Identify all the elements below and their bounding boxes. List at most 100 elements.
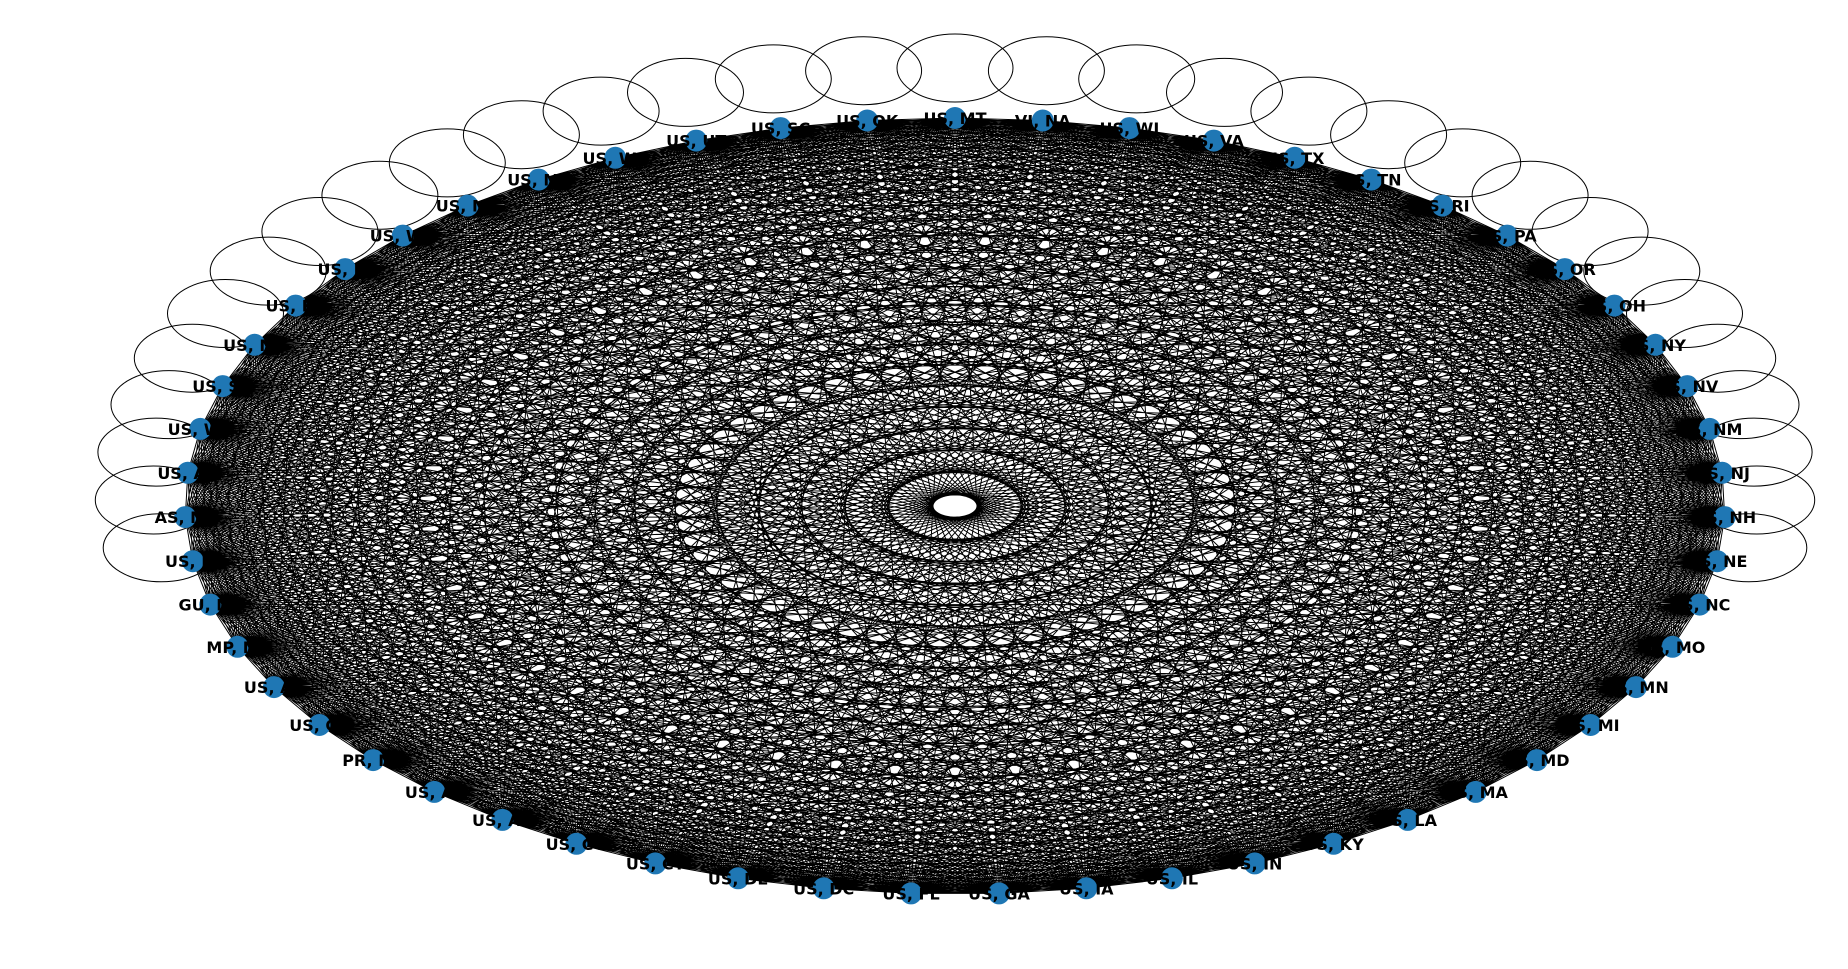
node-label: US, KY [1304, 835, 1365, 854]
node-label: MP, NA [206, 638, 269, 657]
graph-node [1283, 146, 1306, 169]
self-loop [1626, 279, 1743, 348]
graph-node [1553, 258, 1576, 281]
node-label: US, IA [1059, 879, 1114, 898]
graph-node [176, 461, 199, 484]
node-label: US, DC [793, 879, 854, 898]
self-loop [987, 36, 1105, 106]
node-label: US, DE [708, 869, 768, 888]
self-loop [1695, 417, 1813, 487]
graph-node [1160, 867, 1183, 890]
node-label: US, OK [836, 112, 899, 131]
graph-node [226, 635, 249, 658]
node-label: US, NC [1669, 596, 1730, 615]
node-label: US, KS [266, 297, 326, 316]
self-loop [896, 33, 1014, 103]
self-loop [1078, 44, 1196, 114]
graph-node [1644, 333, 1667, 356]
graph-node [1661, 635, 1684, 658]
graph-node [944, 107, 966, 129]
graph-node [1676, 375, 1699, 398]
node-label: US, IN [1227, 854, 1283, 873]
graph-node [1698, 417, 1721, 440]
node-label: US, NH [1693, 508, 1756, 527]
graph-node [644, 852, 667, 875]
graph-node [1625, 676, 1647, 699]
graph-node [1431, 194, 1454, 217]
self-loop [261, 197, 379, 266]
graph-node [604, 146, 627, 169]
graph-node [423, 780, 446, 803]
graph-node [685, 129, 708, 152]
node-label: US, SC [751, 119, 810, 138]
node-label: US, IL [1146, 869, 1198, 888]
self-loop [1404, 128, 1522, 198]
self-loop [388, 128, 506, 198]
node-label: US, MA [1443, 783, 1508, 802]
graph-node [1322, 832, 1345, 855]
node-label: US, CT [626, 854, 685, 873]
node-label: US, AR [472, 811, 533, 830]
node-label: US, WV [370, 227, 437, 246]
node-label: US, NM [1677, 420, 1742, 439]
self-loop [209, 236, 327, 306]
node-label: US, ID [317, 260, 372, 279]
node-label: US, MT [924, 109, 987, 128]
graph-node [211, 375, 234, 398]
self-loop [1583, 236, 1701, 306]
graph-node [491, 808, 514, 831]
node-label: US, AL [405, 783, 464, 802]
node-label: US, GA [968, 884, 1030, 903]
self-loop [97, 417, 215, 487]
node-label: US, NJ [1694, 464, 1750, 483]
graph-node [1031, 109, 1054, 132]
node-label: US, VA [1184, 132, 1244, 151]
graph-node [174, 506, 197, 529]
node-label: US, TX [1265, 149, 1325, 168]
graph-node [284, 294, 307, 317]
graph-node [334, 258, 357, 281]
label-layer: US, MT US, OK US, SC US, UT US, WA US, ME US, … [155, 109, 1757, 903]
graph-node [189, 417, 212, 440]
self-loop [1682, 370, 1800, 440]
node-label: US, ND [223, 336, 286, 355]
graph-node [900, 882, 922, 905]
node-label: GU, NA [179, 596, 243, 615]
graph-node [527, 168, 550, 191]
node-label: US, NV [1656, 377, 1719, 396]
node-label: US, HI [165, 552, 221, 571]
node-label: VI, NA [1015, 112, 1071, 131]
node-label: US, WY [168, 420, 234, 439]
self-loop [805, 36, 923, 106]
graph-node [308, 714, 331, 736]
graph-node [1706, 550, 1729, 573]
node-label: US, UT [666, 132, 726, 151]
graph-node [1118, 117, 1141, 140]
node-layer [174, 107, 1736, 905]
graph-node [1713, 506, 1736, 529]
node-label: US, AK [157, 464, 219, 483]
self-loop [1690, 513, 1808, 583]
self-loop [1531, 197, 1649, 266]
graph-node [1603, 294, 1626, 317]
graph-node [769, 117, 792, 140]
node-label: US, FL [882, 884, 939, 903]
self-loop [627, 57, 744, 127]
self-loop [1166, 57, 1283, 127]
node-label: US, MS [436, 197, 500, 216]
self-loop-layer [94, 33, 1816, 583]
self-loop [542, 76, 660, 146]
node-label: US, MN [1603, 678, 1668, 697]
node-label: US, ME [507, 171, 570, 190]
graph-node [362, 749, 385, 772]
graph-node [263, 676, 285, 699]
self-loop [462, 100, 580, 170]
node-label: US, AZ [244, 678, 304, 697]
graph-node [1396, 808, 1419, 831]
graph-node [1496, 224, 1519, 247]
self-loop [1250, 76, 1368, 146]
node-label: US, NY [1625, 336, 1687, 355]
node-label: US, OH [1583, 297, 1646, 316]
self-loop [94, 465, 212, 535]
